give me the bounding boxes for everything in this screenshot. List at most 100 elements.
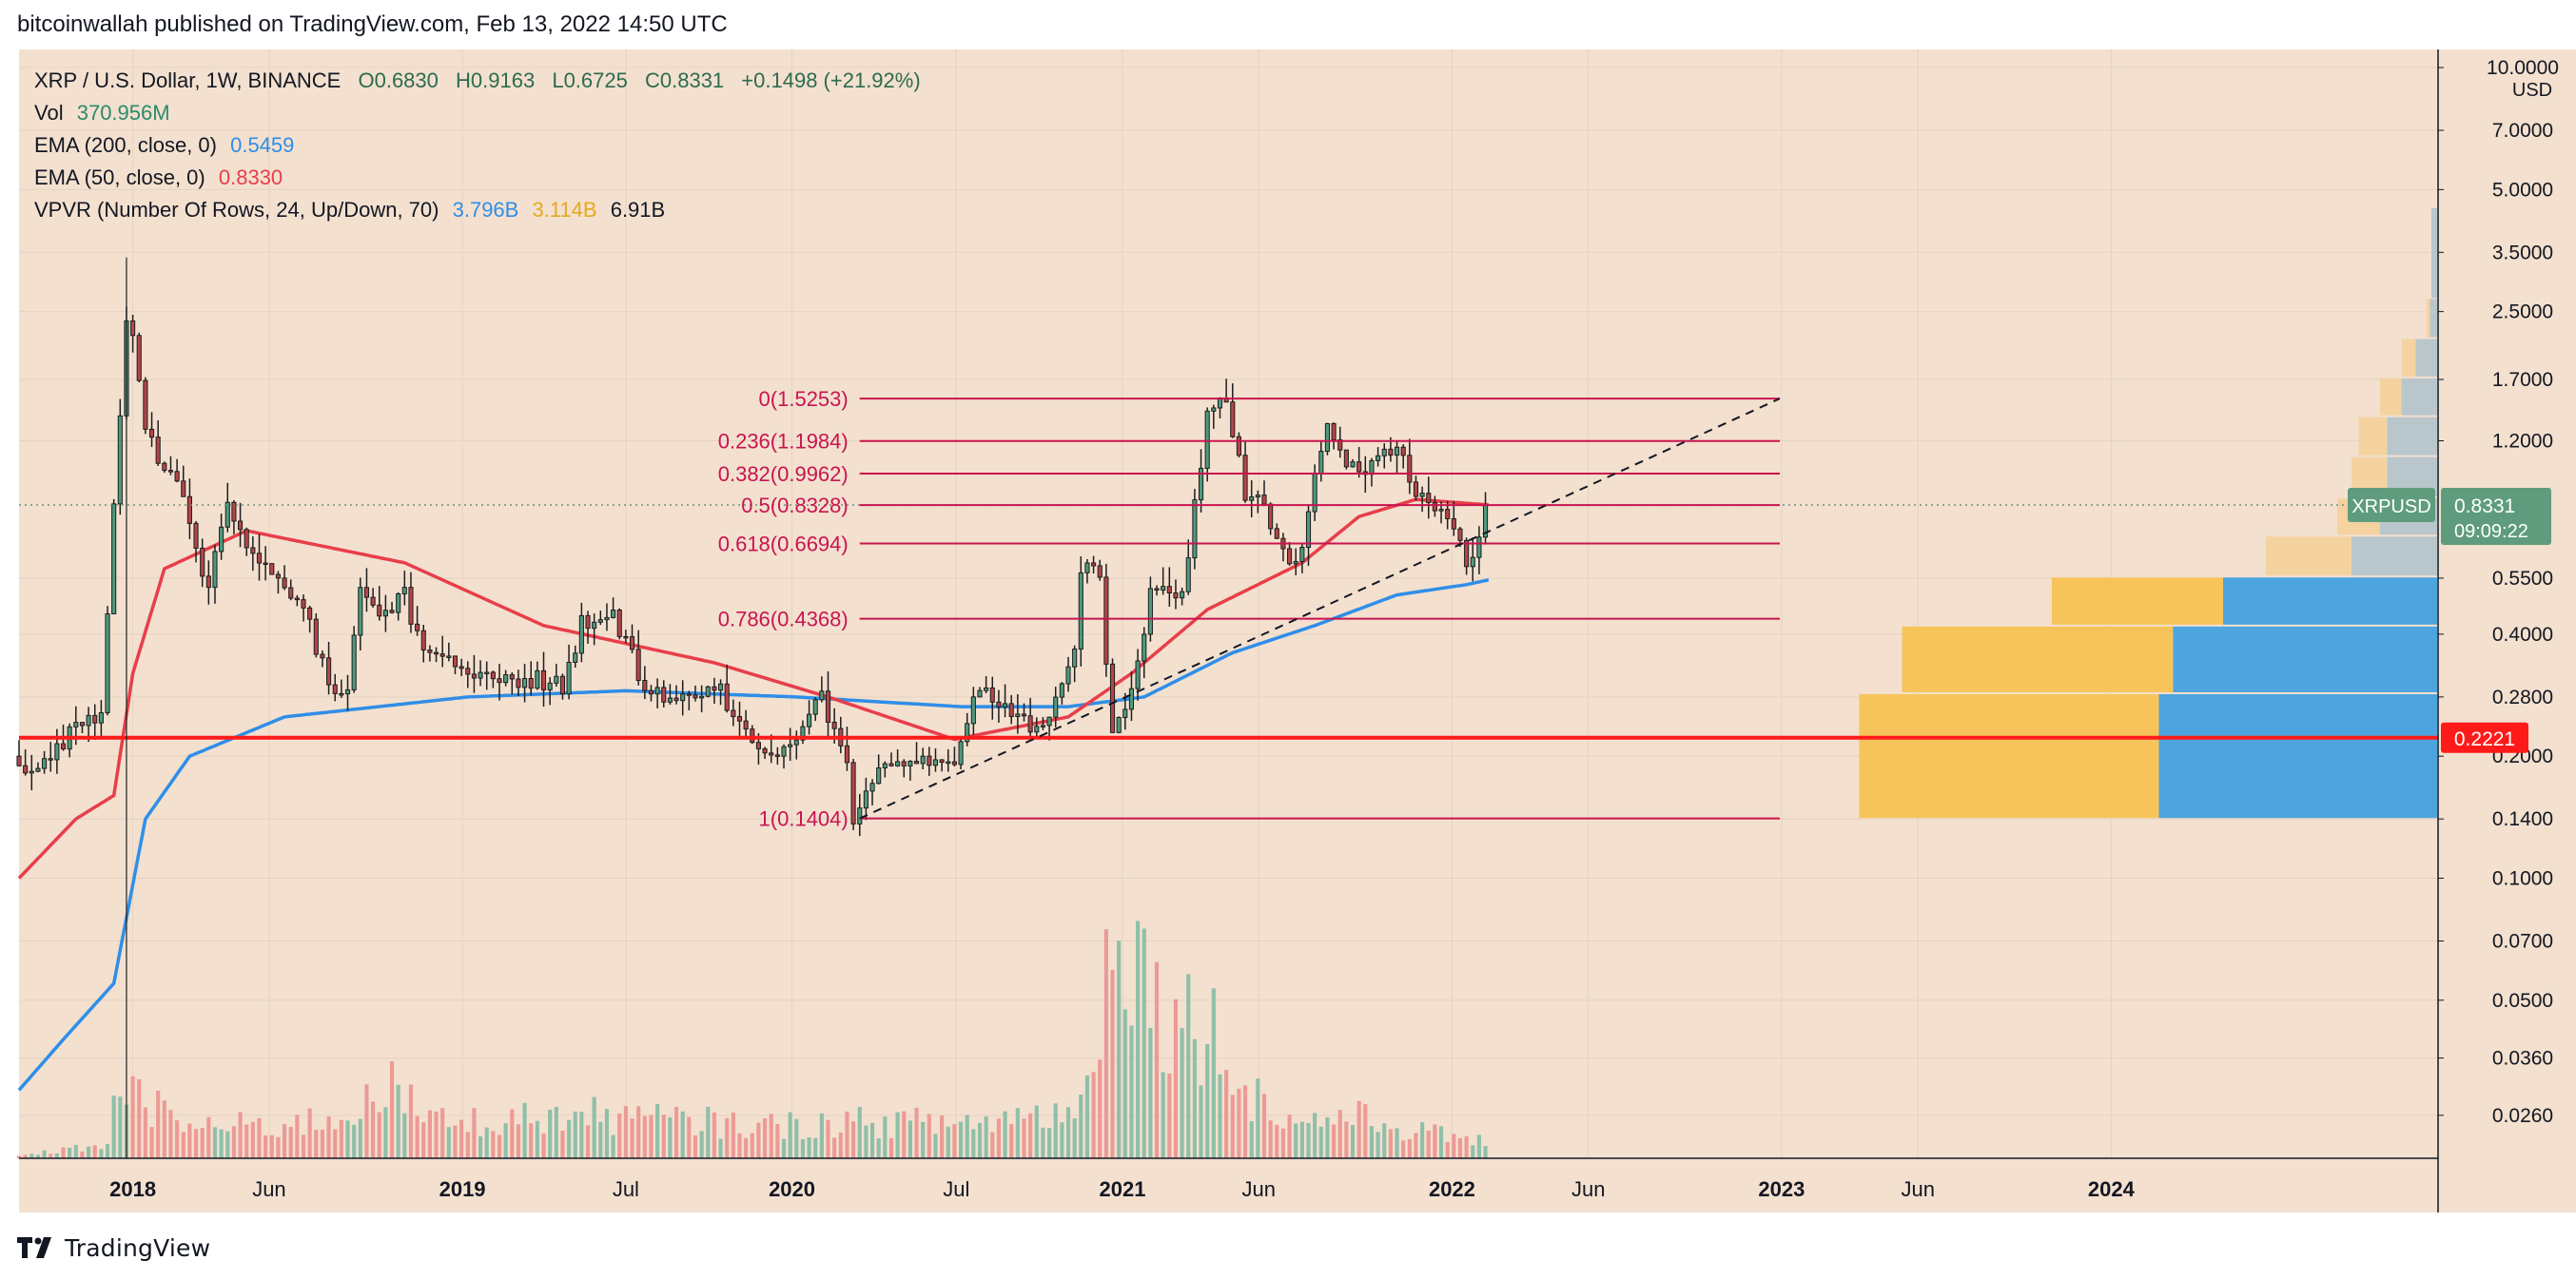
candle-body — [1293, 560, 1298, 565]
candle-body — [275, 573, 281, 579]
volume-bar — [1306, 1122, 1311, 1158]
candle-body — [320, 653, 325, 659]
volume-bar — [750, 1133, 754, 1158]
candle — [958, 736, 964, 770]
candle — [585, 611, 591, 644]
candle — [1331, 422, 1337, 450]
candle — [1128, 670, 1135, 722]
candle-body — [130, 320, 136, 337]
volume-bar — [1376, 1132, 1380, 1158]
volume-bar — [352, 1124, 357, 1158]
candle-body — [439, 653, 445, 657]
candle — [155, 420, 161, 466]
volume-bar — [895, 1112, 900, 1158]
volume-bar — [1426, 1130, 1431, 1158]
volume-bar — [269, 1135, 274, 1158]
price-axis: 10.0000 7.0000 5.0000 3.5000 2.5000 1.7000 1.2… — [2438, 57, 2559, 1127]
volume-bar — [181, 1132, 185, 1158]
volume-bar — [1420, 1122, 1425, 1158]
volume-bar — [869, 1122, 875, 1158]
candle-body — [219, 526, 224, 553]
candle — [408, 572, 414, 633]
price-axis-tick-label: 5.0000 — [2492, 179, 2553, 201]
volume-bar — [598, 1121, 603, 1158]
candle — [693, 685, 698, 702]
volume-bar — [763, 1117, 768, 1158]
candle-body — [1388, 448, 1394, 456]
volume-bar — [295, 1115, 300, 1158]
volume-bar — [826, 1119, 830, 1158]
candle — [1419, 486, 1425, 513]
volume-bar — [453, 1125, 458, 1158]
time-axis-tick-label: Jul — [613, 1177, 639, 1201]
candle-body — [1122, 708, 1128, 718]
candle-body — [1438, 509, 1444, 512]
candle-body — [1274, 528, 1279, 539]
candle-body — [186, 495, 192, 524]
candle-body — [635, 649, 641, 682]
candle — [1097, 559, 1103, 581]
candle-body — [446, 655, 452, 658]
price-chart[interactable]: 0(1.5253) 0.236(1.1984) 0.382(0.9962) 0.5(0… — [0, 49, 2576, 1215]
volume-bar — [105, 1144, 110, 1158]
candle — [743, 709, 749, 739]
volume-bar — [636, 1106, 641, 1158]
candle — [1166, 567, 1172, 607]
candle — [762, 747, 768, 760]
vpvr-down-bar — [2380, 378, 2402, 416]
candle — [1192, 489, 1198, 570]
time-axis-tick-label: Jun — [1901, 1177, 1934, 1201]
candle-body — [427, 650, 433, 653]
candle — [174, 458, 180, 483]
candle-body — [989, 687, 995, 703]
candle-body — [819, 690, 825, 701]
volume-bar — [200, 1128, 205, 1158]
candle-body — [250, 547, 256, 554]
candle — [1142, 627, 1147, 679]
candle-body — [1103, 576, 1109, 665]
candle-body — [1046, 716, 1052, 727]
volume-bar — [1280, 1128, 1285, 1158]
candle-body — [578, 614, 584, 654]
volume-bar — [642, 1115, 647, 1158]
candle — [148, 412, 155, 448]
candle — [686, 690, 692, 710]
candle-body — [888, 763, 894, 766]
volume-bar — [1356, 1100, 1361, 1158]
candle-body — [1021, 713, 1027, 717]
volume-bar — [219, 1129, 224, 1158]
fib-level-label: 0.786(0.4368) — [718, 608, 849, 631]
volume-bar — [421, 1122, 426, 1158]
candle — [1185, 539, 1191, 595]
candle-body — [117, 415, 123, 505]
candle — [654, 678, 660, 709]
candle-body — [573, 652, 578, 663]
candle-body — [1180, 591, 1185, 599]
ohlc-low: L0.6725 — [552, 68, 628, 92]
candle — [869, 779, 875, 805]
candle-body — [977, 689, 983, 698]
volume-bar — [1388, 1129, 1393, 1158]
volume-bar — [655, 1104, 660, 1158]
candle-body — [1003, 703, 1008, 708]
ema50-label: EMA (50, close, 0) — [34, 165, 205, 189]
candle-body — [497, 678, 502, 684]
volume-bar — [23, 1154, 28, 1158]
vpvr-down-bar — [1859, 693, 2159, 819]
candle-body — [844, 745, 850, 764]
volume-bar — [1476, 1135, 1481, 1158]
candle — [597, 611, 603, 626]
candle — [522, 664, 528, 703]
volume-bar — [1313, 1113, 1317, 1158]
candle-body — [800, 726, 806, 741]
candle — [540, 651, 547, 708]
candle — [604, 603, 610, 631]
candle — [516, 669, 521, 697]
vpvr-up-value: 3.796B — [452, 198, 519, 222]
volume-bar — [529, 1123, 534, 1158]
candle-body — [793, 739, 799, 746]
candle-body — [1426, 493, 1432, 504]
time-axis-tick-label: 2022 — [1429, 1177, 1475, 1201]
candle — [863, 777, 868, 821]
candle — [275, 571, 281, 594]
